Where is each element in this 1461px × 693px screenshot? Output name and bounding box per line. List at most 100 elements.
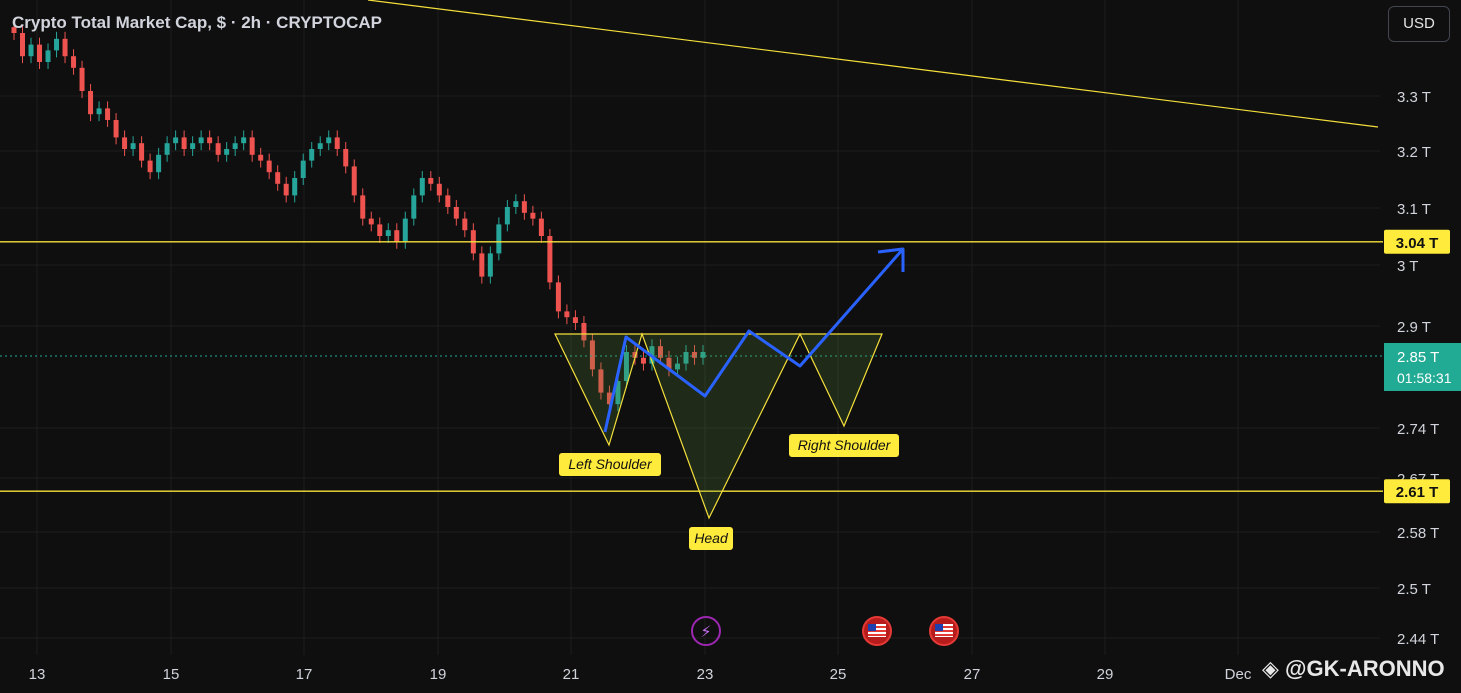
candle-body (351, 166, 357, 196)
candle-body (530, 212, 536, 219)
candle-body (428, 178, 434, 184)
y-tick-label: 2.5 T (1397, 581, 1431, 598)
y-tick-label: 2.44 T (1397, 631, 1439, 648)
candle-body (487, 253, 493, 277)
price-label: 2.61 T (1396, 484, 1439, 501)
candle-body (538, 218, 544, 236)
candle-body (657, 346, 663, 358)
candle-body (453, 207, 459, 219)
trendline (367, 0, 1379, 128)
candle-body (258, 154, 264, 161)
candle-body (360, 195, 366, 219)
candle-body (445, 195, 451, 207)
candle-body (181, 137, 187, 149)
candle-body (96, 108, 102, 115)
candle-body (462, 218, 468, 231)
x-tick-label: 29 (1097, 666, 1114, 683)
candle-body (343, 149, 349, 167)
candle-body (419, 178, 425, 196)
candle-body (479, 253, 485, 277)
candle-body (317, 143, 323, 149)
candle-body (156, 154, 162, 173)
current-price-box (1384, 343, 1461, 391)
candle-body (385, 230, 391, 236)
y-tick-label: 3.2 T (1397, 144, 1431, 161)
x-tick-label: 19 (430, 666, 447, 683)
head-shoulders-pattern: Left Shoulder Head Right Shoulder (0, 241, 1383, 550)
flag-stripe (868, 630, 886, 632)
candle-body (666, 357, 672, 370)
projection-path (603, 248, 905, 433)
candle-body (113, 120, 119, 138)
candle-body (700, 352, 706, 358)
us-flag-icon (929, 616, 959, 646)
candle-body (623, 352, 629, 381)
candle-body (589, 340, 595, 370)
candle-body (190, 143, 196, 149)
price-label: 3.04 T (1396, 235, 1439, 252)
candle-body (368, 218, 374, 225)
x-tick-label: 25 (830, 666, 847, 683)
candle-body (241, 137, 247, 144)
flag-stripe (935, 630, 953, 632)
current-price-label: 2.85 T (1397, 349, 1439, 366)
candle-body (300, 160, 306, 178)
y-tick-label: 2.9 T (1397, 319, 1431, 336)
annotation-box (559, 453, 661, 476)
candle-body (164, 143, 170, 155)
candle-body (173, 137, 179, 144)
candle-body (411, 195, 417, 219)
binance-logo-icon: ◈ (1262, 656, 1279, 681)
us-flag-icon (862, 616, 892, 646)
price-axis[interactable]: 3.3 T3.2 T3.1 T3 T2.9 T2.74 T2.67 T2.58 … (1384, 89, 1461, 648)
y-tick-label: 3 T (1397, 258, 1418, 275)
annotation-label: Left Shoulder (568, 456, 653, 472)
y-tick-label: 3.1 T (1397, 201, 1431, 218)
x-tick-label: 17 (296, 666, 313, 683)
y-tick-label: 2.74 T (1397, 421, 1439, 438)
candle-body (224, 149, 230, 155)
x-tick-label: Dec (1225, 666, 1252, 683)
candle-body (249, 137, 255, 155)
candle-body (105, 108, 111, 120)
candle-body (62, 38, 68, 57)
x-tick-label: 15 (163, 666, 180, 683)
countdown-label: 01:58:31 (1397, 370, 1452, 386)
candle-body (598, 369, 604, 393)
candle-body (606, 392, 612, 405)
candle-body (402, 218, 408, 242)
candle-body (504, 207, 510, 225)
event-markers[interactable]: ⚡ (691, 616, 959, 646)
candle-body (283, 183, 289, 196)
price-label-box (1384, 229, 1450, 254)
projection-arrowhead (877, 247, 905, 272)
y-tick-label: 2.58 T (1397, 525, 1439, 542)
grid-lines (0, 0, 1380, 655)
x-tick-label: 13 (29, 666, 46, 683)
candle-body (147, 160, 153, 173)
candle-body (564, 311, 570, 318)
candle-body (275, 172, 281, 184)
pattern-fill (554, 332, 883, 520)
candle-body (130, 143, 136, 149)
candle-body (572, 317, 578, 323)
candle-body (394, 230, 400, 242)
candle-body (632, 352, 638, 358)
price-label-box (1384, 479, 1450, 504)
annotation-label: Right Shoulder (798, 437, 892, 453)
lightning-glyph: ⚡ (700, 624, 711, 641)
time-axis[interactable]: 13 15 17 19 21 23 25 27 29 Dec (29, 666, 1252, 683)
candle-body (683, 352, 689, 364)
candle-body (71, 56, 77, 68)
candle-body (215, 143, 221, 155)
candle-body (496, 224, 502, 254)
candle-body (436, 183, 442, 196)
annotation-label: Head (694, 530, 729, 546)
candle-body (198, 137, 204, 144)
candle-body (232, 143, 238, 149)
candle-body (28, 44, 34, 57)
annotation-box (689, 527, 733, 550)
candle-body (139, 143, 145, 161)
currency-button[interactable]: USD (1388, 6, 1450, 42)
